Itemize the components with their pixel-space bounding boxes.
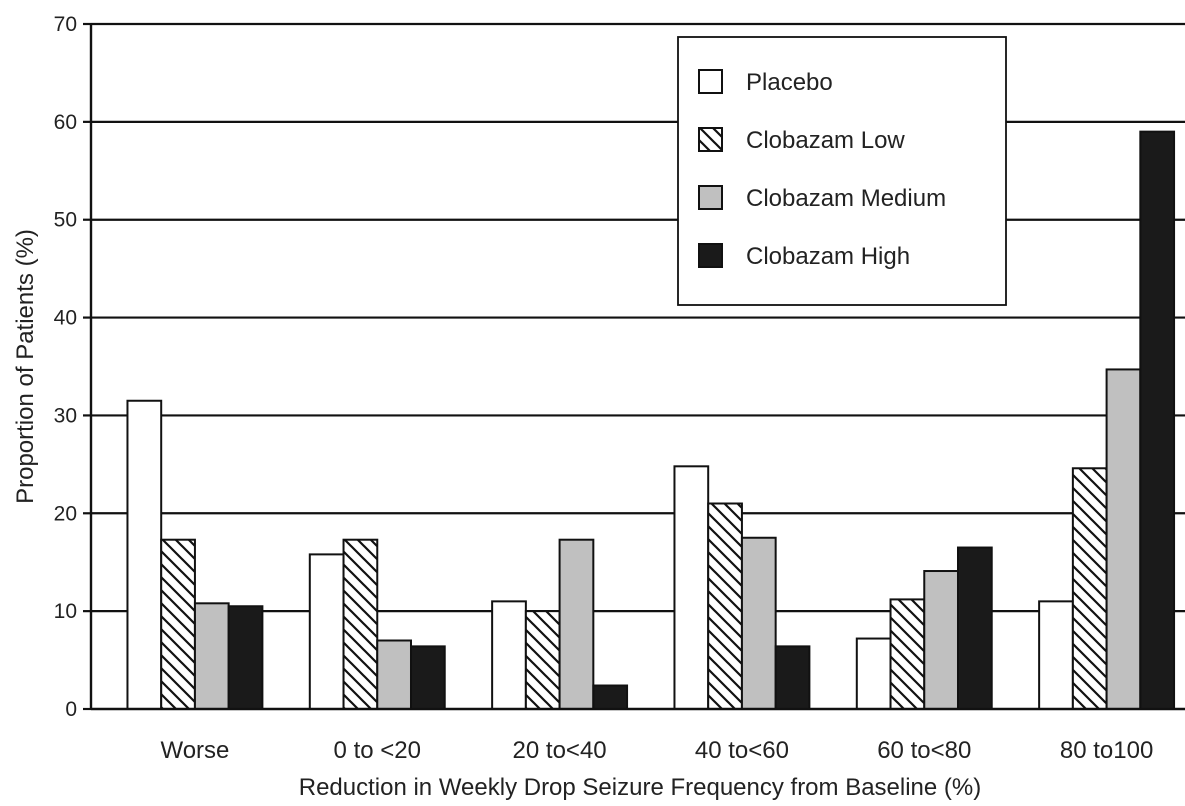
category-label: 40 to<60 bbox=[695, 737, 789, 764]
bar-clobazam-high-4 bbox=[956, 546, 993, 710]
bar-clobazam-high-0 bbox=[227, 605, 264, 710]
bar-placebo-1 bbox=[308, 553, 345, 711]
category-label: 60 to<80 bbox=[877, 737, 971, 764]
legend-label: Clobazam Medium bbox=[746, 185, 946, 212]
category-labels: Worse 0 to <20 20 to<40 40 to<60 60 to<80 80 … bbox=[160, 737, 1153, 764]
bar-clobazam-low-2 bbox=[524, 610, 561, 711]
bar-clobazam-high-5 bbox=[1139, 130, 1176, 710]
y-tick-label: 30 bbox=[54, 404, 77, 427]
legend: Placebo Clobazam Low Clobazam Medium Clobaz… bbox=[677, 36, 1007, 306]
axes bbox=[89, 24, 1185, 711]
grid-lines bbox=[91, 22, 1185, 613]
bar-clobazam-medium-5 bbox=[1105, 368, 1142, 710]
bar-clobazam-high-1 bbox=[409, 645, 446, 710]
legend-label: Clobazam Low bbox=[746, 127, 905, 154]
legend-box bbox=[677, 36, 1007, 306]
bar-clobazam-medium-4 bbox=[923, 570, 959, 710]
category-label: 20 to<40 bbox=[513, 737, 607, 764]
legend-label: Clobazam High bbox=[746, 243, 910, 270]
tick-labels: 0 10 20 30 40 50 60 70 bbox=[54, 13, 91, 721]
y-tick-label: 40 bbox=[54, 307, 77, 330]
bar-clobazam-low-0 bbox=[160, 538, 196, 711]
bar-placebo-0 bbox=[126, 399, 163, 710]
bar-clobazam-low-5 bbox=[1071, 467, 1108, 710]
y-tick-label: 0 bbox=[65, 698, 77, 721]
bar-clobazam-high-2 bbox=[592, 684, 629, 710]
category-label: 80 to100 bbox=[1060, 737, 1153, 764]
bar-clobazam-medium-0 bbox=[193, 602, 230, 710]
bar-clobazam-low-4 bbox=[889, 598, 926, 711]
bar-placebo-5 bbox=[1038, 600, 1074, 710]
category-label: Worse bbox=[160, 737, 229, 764]
legend-label: Placebo bbox=[746, 69, 833, 96]
legend-swatch bbox=[698, 185, 723, 210]
y-tick-label: 60 bbox=[54, 111, 77, 134]
y-tick-label: 50 bbox=[54, 209, 77, 232]
bars bbox=[126, 130, 1176, 711]
bar-clobazam-medium-2 bbox=[558, 538, 595, 711]
y-tick-label: 70 bbox=[54, 13, 77, 36]
legend-swatch bbox=[698, 243, 723, 268]
bar-clobazam-medium-3 bbox=[740, 536, 777, 710]
legend-swatch bbox=[698, 69, 723, 94]
y-tick-label: 20 bbox=[54, 502, 77, 525]
bar-placebo-2 bbox=[491, 600, 527, 710]
x-axis-title: Reduction in Weekly Drop Seizure Frequen… bbox=[299, 774, 982, 801]
bar-clobazam-low-1 bbox=[342, 538, 379, 711]
bar-clobazam-medium-1 bbox=[376, 639, 412, 710]
legend-swatch bbox=[698, 127, 723, 152]
category-label: 0 to <20 bbox=[334, 737, 421, 764]
bar-clobazam-low-3 bbox=[707, 502, 743, 710]
bar-clobazam-high-3 bbox=[774, 645, 811, 710]
y-axis-title: Proportion of Patients (%) bbox=[12, 229, 39, 504]
bar-placebo-3 bbox=[673, 465, 710, 711]
y-tick-label: 10 bbox=[54, 600, 77, 623]
bar-placebo-4 bbox=[855, 637, 892, 710]
